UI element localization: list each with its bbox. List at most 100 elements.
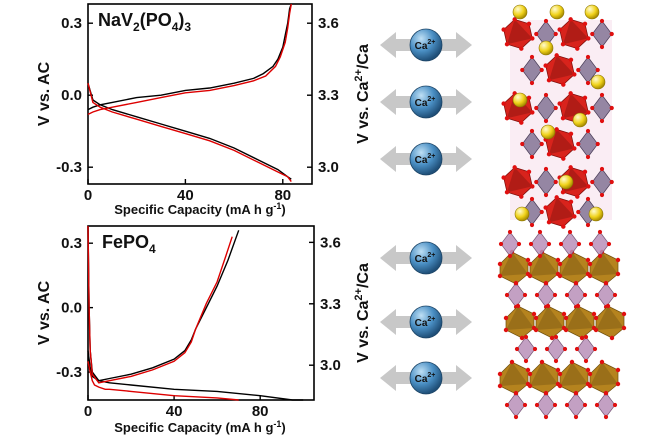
oxygen-atom-dot — [512, 165, 517, 170]
tetrahedron-shape — [516, 336, 536, 362]
oxygen-atom-dot — [553, 31, 558, 37]
chart-top-title: NaV2(PO4)3 — [98, 10, 191, 34]
oxygen-atom-dot — [557, 261, 563, 267]
oxygen-atom-dot — [592, 346, 598, 352]
oxygen-atom-dot — [587, 261, 593, 267]
oxygen-atom-dot — [519, 335, 525, 341]
oxygen-atom-dot — [557, 27, 562, 32]
chart-top-frame — [87, 3, 313, 185]
oxygen-atom-dot — [531, 311, 537, 317]
oxygen-atom-dot — [585, 128, 591, 134]
oxygen-atom-dot — [554, 195, 559, 200]
oxygen-atom-dot — [532, 346, 538, 352]
oxygen-atom-dot — [528, 241, 534, 247]
oxygen-atom-dot — [530, 184, 535, 189]
tetrahedron-shape — [590, 231, 610, 257]
oxygen-atom-dot — [585, 54, 591, 60]
chart-top-series-line-2 — [87, 83, 292, 180]
oxygen-atom-dot — [561, 224, 566, 229]
oxygen-atom-dot — [585, 257, 591, 263]
oxygen-atom-dot — [557, 101, 562, 106]
oxygen-atom-dot — [520, 141, 525, 147]
oxygen-atom-dot — [599, 92, 605, 98]
calcium-ion-ball-icon — [409, 28, 443, 62]
oxygen-atom-dot — [563, 327, 569, 333]
calcium-ion-label: Ca2+ — [415, 153, 436, 166]
oxygen-atom-dot — [546, 77, 552, 83]
calcium-site-sphere-icon — [540, 124, 556, 140]
oxygen-atom-dot — [527, 273, 533, 279]
oxygen-atom-dot — [603, 390, 609, 396]
oxygen-atom-dot — [587, 273, 593, 279]
polyhedron-facet — [590, 252, 618, 276]
oxygen-atom-dot — [543, 390, 549, 396]
oxygen-atom-dot — [525, 257, 531, 263]
polyhedron-facet — [562, 19, 589, 45]
oxygen-atom-dot — [573, 280, 579, 286]
oxygen-atom-dot — [568, 131, 574, 137]
oxygen-atom-dot — [599, 359, 605, 365]
oxygen-atom-dot — [561, 156, 566, 161]
oxygen-atom-dot — [543, 414, 549, 420]
chart-top-y2tick-label: 3.3 — [318, 87, 339, 104]
tetrahedron-shape — [506, 282, 526, 308]
polyhedron-facet — [530, 362, 558, 386]
oxygen-atom-dot — [553, 105, 558, 111]
oxygen-atom-dot — [564, 402, 570, 408]
oxygen-atom-dot — [497, 273, 503, 279]
oxygen-atom-dot — [504, 292, 510, 298]
polyhedron-facet — [596, 306, 624, 330]
oxygen-atom-dot — [513, 280, 519, 286]
chart-top-xlabel: Specific Capacity (mA h g-1) — [114, 201, 286, 217]
oxygen-atom-dot — [546, 219, 552, 225]
ion-row: Ca2+ — [380, 361, 472, 395]
double-arrow-left-icon — [380, 365, 414, 391]
oxygen-atom-dot — [523, 334, 529, 340]
nasicon-structure-illustration — [501, 4, 614, 229]
oxygen-atom-dot — [525, 367, 531, 373]
oxygen-atom-dot — [526, 169, 532, 175]
oxygen-atom-dot — [514, 346, 520, 352]
chart-bottom-ytick-label: 0.3 — [61, 235, 82, 252]
oxygen-atom-dot — [572, 214, 577, 219]
oxygen-atom-dot — [534, 402, 540, 408]
chart-top-xtick-label: 80 — [274, 187, 291, 204]
oxygen-atom-dot — [582, 402, 588, 408]
oxygen-atom-dot — [575, 194, 580, 199]
oxygen-atom-dot — [546, 241, 552, 247]
oxygen-atom-dot — [579, 335, 585, 341]
oxygen-atom-dot — [554, 127, 559, 132]
oxygen-atom-dot — [534, 105, 539, 111]
oxygen-atom-dot — [554, 53, 559, 58]
oxygen-atom-dot — [552, 402, 558, 408]
oxygen-atom-dot — [564, 292, 570, 298]
oxygen-atom-dot — [504, 402, 510, 408]
oxygen-atom-dot — [501, 27, 506, 32]
double-arrow-right-icon — [438, 365, 472, 391]
oxygen-atom-dot — [563, 315, 569, 321]
oxygen-atom-dot — [529, 196, 535, 202]
oxygen-atom-dot — [609, 105, 614, 111]
chart-bottom-y2tick-label: 3.3 — [320, 296, 341, 313]
polyhedron-facet — [562, 93, 589, 119]
oxygen-atom-dot — [582, 95, 588, 101]
calcium-ion-ball-icon — [409, 305, 443, 339]
chart-bottom-y2tick-label: 3.0 — [320, 357, 341, 374]
ion-row: Ca2+ — [380, 28, 472, 62]
oxygen-atom-dot — [603, 414, 609, 420]
oxygen-atom-dot — [530, 36, 535, 41]
tetrahedron-shape — [560, 231, 580, 257]
oxygen-atom-dot — [512, 17, 517, 22]
oxygen-atom-dot — [568, 165, 573, 170]
oxygen-atom-dot — [568, 57, 574, 63]
oxygen-atom-dot — [529, 154, 535, 160]
oxygen-atom-dot — [615, 367, 621, 373]
oxygen-atom-dot — [588, 241, 594, 247]
oxygen-atom-dot — [519, 194, 524, 199]
polyhedron-facet — [560, 252, 588, 276]
chart-bottom-series-line-3 — [87, 225, 233, 384]
chart-bottom-series-line-4 — [87, 361, 239, 401]
oxygen-atom-dot — [501, 175, 506, 180]
oxygen-atom-dot — [557, 383, 563, 389]
polyhedron-facet — [548, 197, 575, 223]
